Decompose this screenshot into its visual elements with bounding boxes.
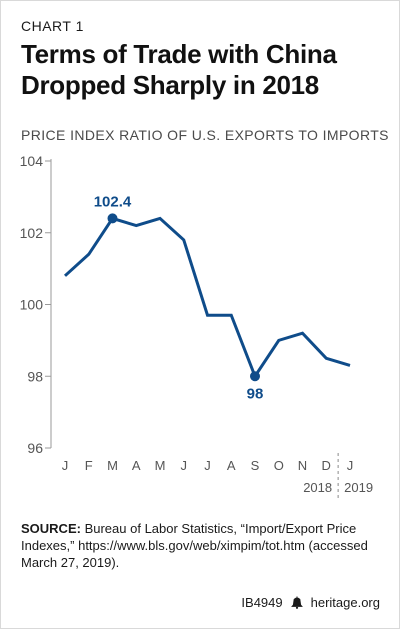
x-tick-label: N — [298, 458, 307, 473]
x-tick-label: O — [274, 458, 284, 473]
report-id: IB4949 — [241, 595, 283, 610]
year-label-2019: 2019 — [344, 480, 373, 495]
chart-title: Terms of Trade with China Dropped Sharpl… — [21, 39, 337, 100]
x-tick-label: J — [347, 458, 354, 473]
y-tick-label: 98 — [27, 368, 43, 384]
highlight-point — [250, 371, 260, 382]
x-tick-label: M — [155, 458, 166, 473]
x-tick-label: J — [62, 458, 69, 473]
footer-credit: IB4949 heritage.org — [241, 595, 380, 610]
x-tick-label: A — [227, 458, 236, 473]
x-tick-label: M — [107, 458, 118, 473]
y-tick-label: 96 — [27, 440, 43, 456]
x-tick-label: F — [85, 458, 93, 473]
y-tick-label: 102 — [20, 225, 44, 241]
highlight-point — [107, 213, 118, 224]
year-label-2018: 2018 — [303, 480, 332, 495]
x-tick-label: J — [204, 458, 211, 473]
x-tick-label: J — [181, 458, 188, 473]
liberty-bell-icon — [290, 596, 303, 609]
source-label: SOURCE: — [21, 521, 81, 536]
x-tick-label: A — [132, 458, 141, 473]
x-tick-label: D — [322, 458, 331, 473]
data-label: 102.4 — [94, 193, 132, 210]
data-label: 98 — [247, 385, 264, 402]
source-text: Bureau of Labor Statistics, “Import/Expo… — [21, 521, 368, 570]
x-tick-label: S — [251, 458, 260, 473]
series-line — [63, 216, 351, 380]
source-note: SOURCE: Bureau of Labor Statistics, “Imp… — [21, 520, 383, 571]
chart-subtitle: PRICE INDEX RATIO OF U.S. EXPORTS TO IMP… — [21, 127, 389, 143]
chart-number: CHART 1 — [21, 18, 84, 34]
y-tick-label: 100 — [20, 297, 44, 313]
y-tick-label: 104 — [20, 153, 44, 169]
site-name: heritage.org — [310, 595, 380, 610]
